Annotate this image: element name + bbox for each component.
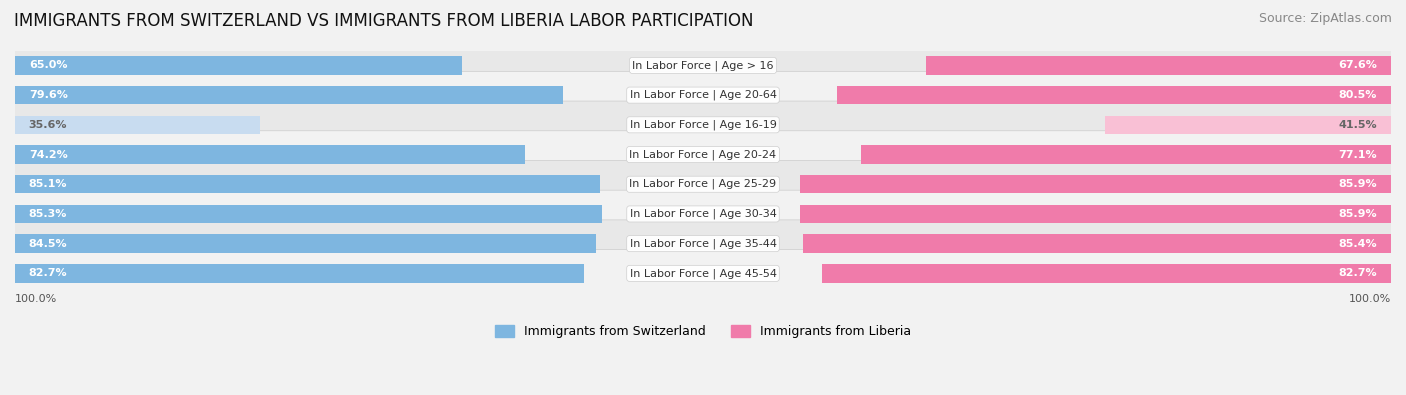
Text: In Labor Force | Age 16-19: In Labor Force | Age 16-19: [630, 120, 776, 130]
Text: In Labor Force | Age 20-24: In Labor Force | Age 20-24: [630, 149, 776, 160]
Text: 67.6%: 67.6%: [1339, 60, 1378, 70]
Bar: [800, 175, 1391, 194]
Text: In Labor Force | Age 45-54: In Labor Force | Age 45-54: [630, 268, 776, 278]
Text: 65.0%: 65.0%: [28, 60, 67, 70]
Text: 79.6%: 79.6%: [28, 90, 67, 100]
FancyBboxPatch shape: [10, 160, 1396, 208]
Bar: [15, 175, 600, 194]
Text: 41.5%: 41.5%: [1339, 120, 1378, 130]
Bar: [15, 56, 463, 75]
Text: 100.0%: 100.0%: [15, 293, 58, 303]
Text: 80.5%: 80.5%: [1339, 90, 1378, 100]
FancyBboxPatch shape: [10, 71, 1396, 119]
Bar: [803, 235, 1391, 253]
FancyBboxPatch shape: [10, 190, 1396, 238]
Text: 85.3%: 85.3%: [28, 209, 67, 219]
Text: 85.9%: 85.9%: [1339, 209, 1378, 219]
Text: 85.4%: 85.4%: [1339, 239, 1378, 248]
Text: In Labor Force | Age 20-64: In Labor Force | Age 20-64: [630, 90, 776, 100]
Bar: [927, 56, 1391, 75]
Bar: [860, 145, 1391, 164]
Bar: [15, 86, 562, 104]
Text: 82.7%: 82.7%: [1339, 268, 1378, 278]
Bar: [837, 86, 1391, 104]
FancyBboxPatch shape: [10, 131, 1396, 178]
Text: In Labor Force | Age 35-44: In Labor Force | Age 35-44: [630, 239, 776, 249]
Text: 74.2%: 74.2%: [28, 150, 67, 160]
Text: 77.1%: 77.1%: [1339, 150, 1378, 160]
Text: 35.6%: 35.6%: [28, 120, 67, 130]
FancyBboxPatch shape: [10, 250, 1396, 297]
Bar: [15, 116, 260, 134]
Legend: Immigrants from Switzerland, Immigrants from Liberia: Immigrants from Switzerland, Immigrants …: [491, 320, 915, 343]
Bar: [800, 205, 1391, 223]
FancyBboxPatch shape: [10, 41, 1396, 89]
FancyBboxPatch shape: [10, 101, 1396, 149]
Text: In Labor Force | Age 25-29: In Labor Force | Age 25-29: [630, 179, 776, 190]
Bar: [823, 264, 1391, 282]
Bar: [15, 235, 596, 253]
Bar: [15, 205, 602, 223]
FancyBboxPatch shape: [10, 220, 1396, 267]
Text: IMMIGRANTS FROM SWITZERLAND VS IMMIGRANTS FROM LIBERIA LABOR PARTICIPATION: IMMIGRANTS FROM SWITZERLAND VS IMMIGRANT…: [14, 12, 754, 30]
Text: In Labor Force | Age > 16: In Labor Force | Age > 16: [633, 60, 773, 71]
Text: 100.0%: 100.0%: [1348, 293, 1391, 303]
Bar: [15, 145, 526, 164]
Text: 85.1%: 85.1%: [28, 179, 67, 189]
Text: In Labor Force | Age 30-34: In Labor Force | Age 30-34: [630, 209, 776, 219]
Text: 84.5%: 84.5%: [28, 239, 67, 248]
Bar: [15, 264, 583, 282]
Text: 85.9%: 85.9%: [1339, 179, 1378, 189]
Bar: [1105, 116, 1391, 134]
Text: Source: ZipAtlas.com: Source: ZipAtlas.com: [1258, 12, 1392, 25]
Text: 82.7%: 82.7%: [28, 268, 67, 278]
